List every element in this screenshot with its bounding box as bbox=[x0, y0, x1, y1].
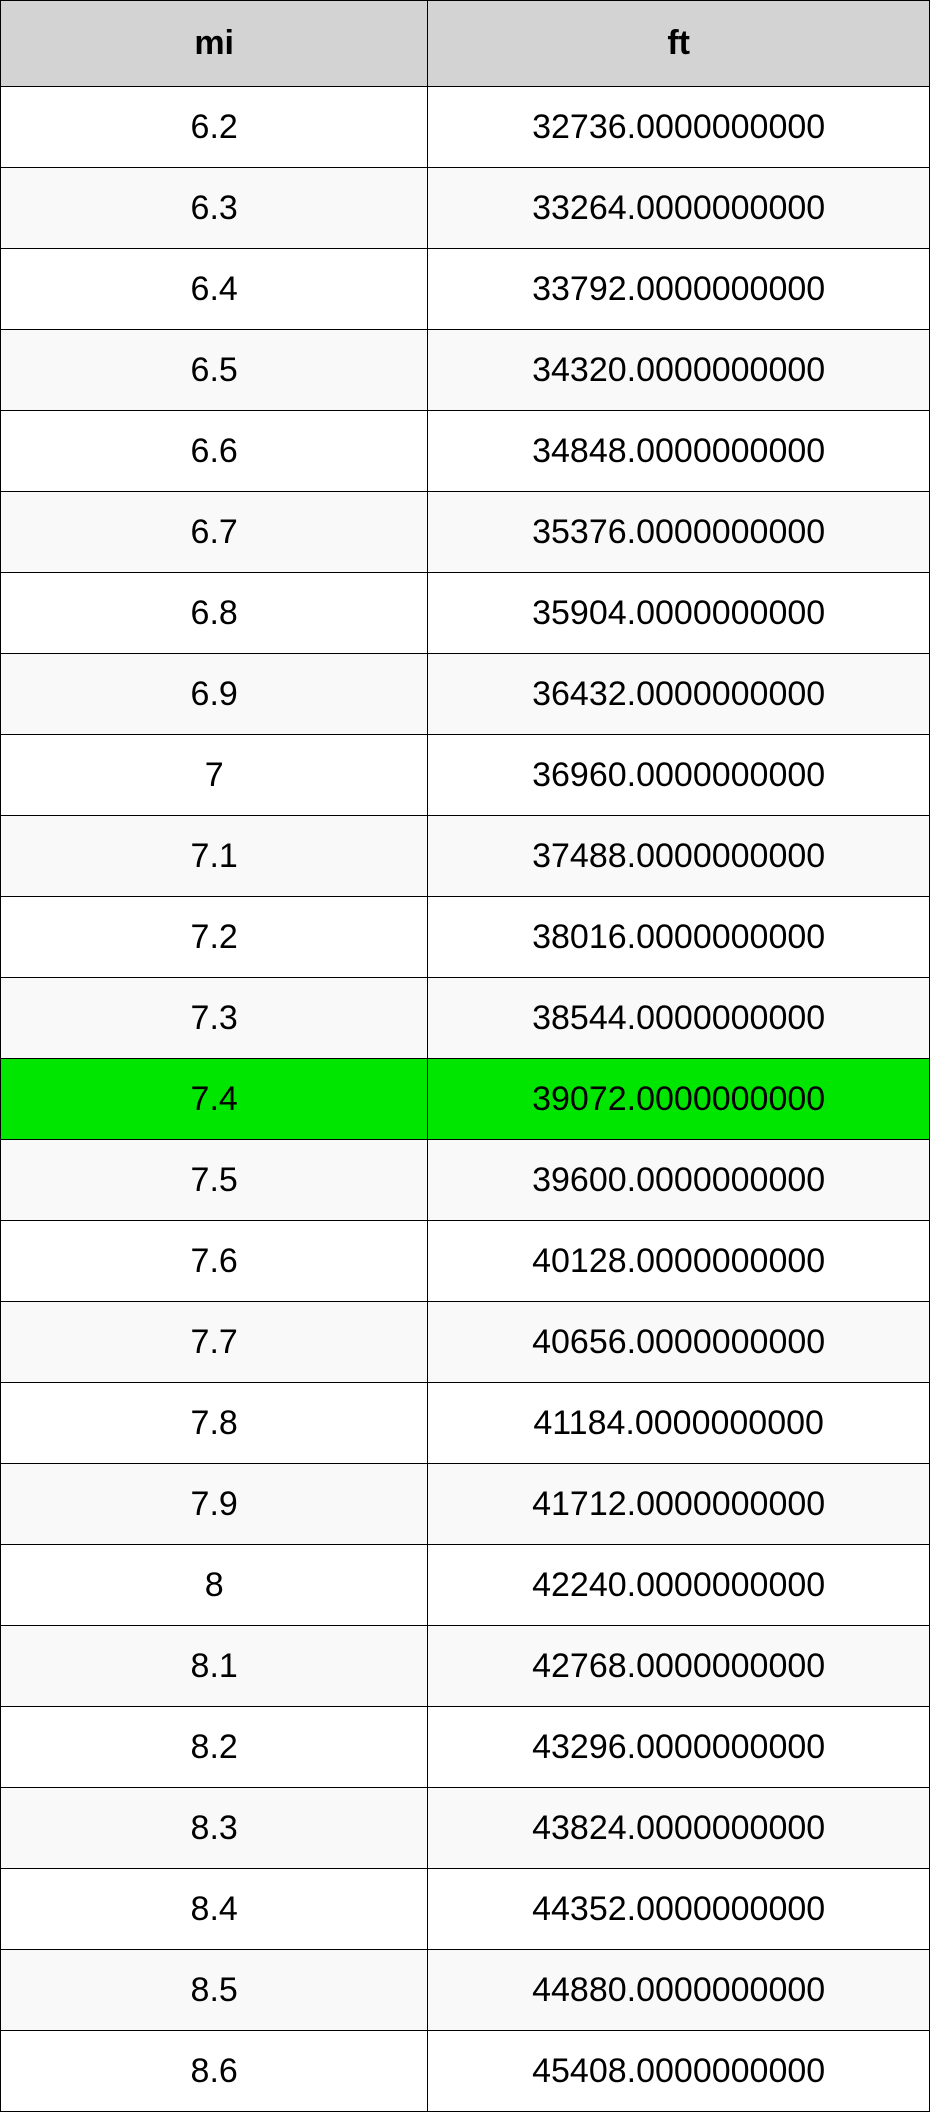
cell-mi: 7.2 bbox=[1, 897, 428, 978]
cell-ft: 38544.0000000000 bbox=[428, 978, 930, 1059]
cell-ft: 36960.0000000000 bbox=[428, 735, 930, 816]
cell-ft: 40128.0000000000 bbox=[428, 1221, 930, 1302]
cell-mi: 8.2 bbox=[1, 1707, 428, 1788]
cell-mi: 8.3 bbox=[1, 1788, 428, 1869]
cell-ft: 41712.0000000000 bbox=[428, 1464, 930, 1545]
cell-mi: 7.7 bbox=[1, 1302, 428, 1383]
table-body: 6.2 32736.0000000000 6.3 33264.000000000… bbox=[1, 87, 930, 2112]
cell-ft: 36432.0000000000 bbox=[428, 654, 930, 735]
cell-mi: 7.4 bbox=[1, 1059, 428, 1140]
cell-mi: 6.6 bbox=[1, 411, 428, 492]
table-row: 8.6 45408.0000000000 bbox=[1, 2031, 930, 2112]
table-row: 6.9 36432.0000000000 bbox=[1, 654, 930, 735]
cell-ft: 34320.0000000000 bbox=[428, 330, 930, 411]
cell-ft: 35376.0000000000 bbox=[428, 492, 930, 573]
cell-mi: 7.1 bbox=[1, 816, 428, 897]
column-header-mi: mi bbox=[1, 1, 428, 87]
cell-ft: 44352.0000000000 bbox=[428, 1869, 930, 1950]
cell-ft: 42240.0000000000 bbox=[428, 1545, 930, 1626]
cell-ft: 33264.0000000000 bbox=[428, 168, 930, 249]
cell-ft: 44880.0000000000 bbox=[428, 1950, 930, 2031]
table-row: 8.2 43296.0000000000 bbox=[1, 1707, 930, 1788]
table-row: 6.4 33792.0000000000 bbox=[1, 249, 930, 330]
cell-mi: 7 bbox=[1, 735, 428, 816]
table-row: 6.3 33264.0000000000 bbox=[1, 168, 930, 249]
cell-mi: 7.3 bbox=[1, 978, 428, 1059]
cell-ft: 43296.0000000000 bbox=[428, 1707, 930, 1788]
table-row: 6.8 35904.0000000000 bbox=[1, 573, 930, 654]
cell-mi: 6.8 bbox=[1, 573, 428, 654]
table-row: 7.5 39600.0000000000 bbox=[1, 1140, 930, 1221]
cell-mi: 6.2 bbox=[1, 87, 428, 168]
cell-ft: 38016.0000000000 bbox=[428, 897, 930, 978]
table-row: 7.7 40656.0000000000 bbox=[1, 1302, 930, 1383]
cell-ft: 39600.0000000000 bbox=[428, 1140, 930, 1221]
table-row: 6.7 35376.0000000000 bbox=[1, 492, 930, 573]
cell-ft: 32736.0000000000 bbox=[428, 87, 930, 168]
cell-ft: 39072.0000000000 bbox=[428, 1059, 930, 1140]
cell-mi: 6.4 bbox=[1, 249, 428, 330]
table-row: 7.2 38016.0000000000 bbox=[1, 897, 930, 978]
cell-mi: 8.4 bbox=[1, 1869, 428, 1950]
cell-ft: 35904.0000000000 bbox=[428, 573, 930, 654]
table-row-highlighted: 7.4 39072.0000000000 bbox=[1, 1059, 930, 1140]
table-row: 8.1 42768.0000000000 bbox=[1, 1626, 930, 1707]
column-header-ft: ft bbox=[428, 1, 930, 87]
table-row: 8.4 44352.0000000000 bbox=[1, 1869, 930, 1950]
table-header-row: mi ft bbox=[1, 1, 930, 87]
cell-ft: 45408.0000000000 bbox=[428, 2031, 930, 2112]
cell-mi: 7.9 bbox=[1, 1464, 428, 1545]
cell-mi: 6.3 bbox=[1, 168, 428, 249]
conversion-table: mi ft 6.2 32736.0000000000 6.3 33264.000… bbox=[0, 0, 930, 2112]
table-row: 7.8 41184.0000000000 bbox=[1, 1383, 930, 1464]
cell-mi: 8.1 bbox=[1, 1626, 428, 1707]
table-row: 8 42240.0000000000 bbox=[1, 1545, 930, 1626]
cell-mi: 6.5 bbox=[1, 330, 428, 411]
cell-ft: 33792.0000000000 bbox=[428, 249, 930, 330]
cell-mi: 7.5 bbox=[1, 1140, 428, 1221]
cell-ft: 41184.0000000000 bbox=[428, 1383, 930, 1464]
cell-mi: 8 bbox=[1, 1545, 428, 1626]
table-row: 6.6 34848.0000000000 bbox=[1, 411, 930, 492]
table-row: 7.6 40128.0000000000 bbox=[1, 1221, 930, 1302]
table-row: 6.2 32736.0000000000 bbox=[1, 87, 930, 168]
cell-ft: 34848.0000000000 bbox=[428, 411, 930, 492]
cell-mi: 6.9 bbox=[1, 654, 428, 735]
table-row: 7.9 41712.0000000000 bbox=[1, 1464, 930, 1545]
table-row: 6.5 34320.0000000000 bbox=[1, 330, 930, 411]
table-row: 8.3 43824.0000000000 bbox=[1, 1788, 930, 1869]
cell-mi: 7.8 bbox=[1, 1383, 428, 1464]
cell-mi: 6.7 bbox=[1, 492, 428, 573]
cell-mi: 8.5 bbox=[1, 1950, 428, 2031]
table-row: 7 36960.0000000000 bbox=[1, 735, 930, 816]
cell-mi: 7.6 bbox=[1, 1221, 428, 1302]
cell-mi: 8.6 bbox=[1, 2031, 428, 2112]
table-row: 8.5 44880.0000000000 bbox=[1, 1950, 930, 2031]
table-row: 7.1 37488.0000000000 bbox=[1, 816, 930, 897]
cell-ft: 40656.0000000000 bbox=[428, 1302, 930, 1383]
cell-ft: 43824.0000000000 bbox=[428, 1788, 930, 1869]
table-row: 7.3 38544.0000000000 bbox=[1, 978, 930, 1059]
cell-ft: 42768.0000000000 bbox=[428, 1626, 930, 1707]
cell-ft: 37488.0000000000 bbox=[428, 816, 930, 897]
